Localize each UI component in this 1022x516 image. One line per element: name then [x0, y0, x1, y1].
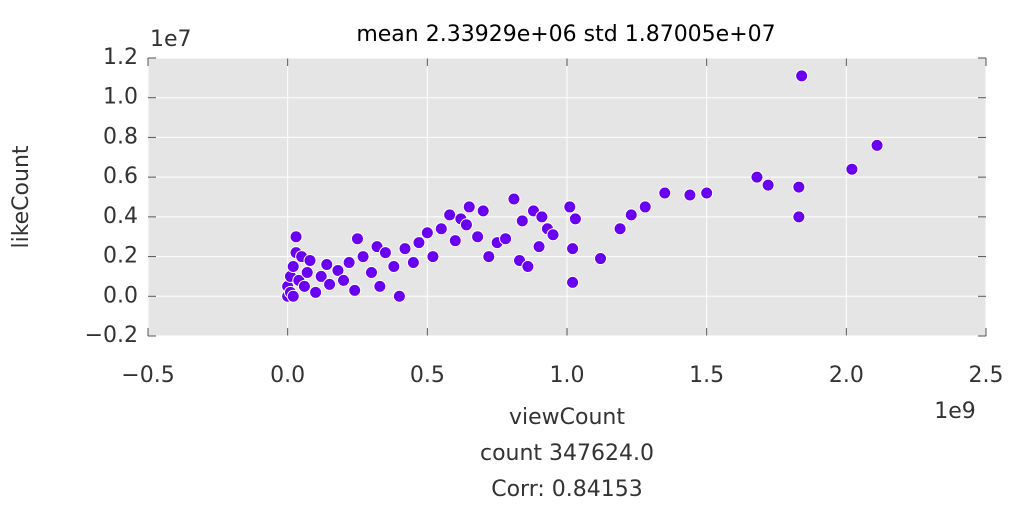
point	[331, 263, 345, 277]
point	[792, 180, 806, 194]
annotation: Corr: 0.84153	[491, 477, 643, 502]
point	[795, 69, 809, 83]
point	[297, 279, 311, 293]
y-tick-label: 0.0	[103, 283, 138, 308]
point	[373, 279, 387, 293]
point	[476, 204, 490, 218]
point	[638, 200, 652, 214]
point	[870, 138, 884, 152]
y-tick-label: 1.0	[103, 85, 138, 110]
y-tick-label: −0.2	[85, 323, 138, 348]
point	[398, 242, 412, 256]
point	[613, 222, 627, 236]
point	[532, 240, 546, 254]
point	[434, 222, 448, 236]
point	[792, 210, 806, 224]
x-axis-label: viewCount	[509, 405, 625, 430]
point	[348, 283, 362, 297]
y-tick-label: 0.2	[103, 244, 138, 269]
point	[700, 186, 714, 200]
x-tick-label: 2.5	[969, 363, 1004, 388]
point	[568, 212, 582, 226]
x-tick-label: −0.5	[121, 363, 174, 388]
point	[392, 289, 406, 303]
point	[406, 256, 420, 270]
point	[471, 230, 485, 244]
point	[337, 273, 351, 287]
y-offset-label: 1e7	[150, 27, 192, 52]
point	[426, 250, 440, 264]
point	[443, 208, 457, 222]
y-tick-label: 0.4	[103, 204, 138, 229]
y-tick-label: 1.2	[103, 45, 138, 70]
point	[594, 252, 608, 266]
point	[303, 254, 317, 268]
point	[546, 228, 560, 242]
point	[761, 178, 775, 192]
point	[378, 246, 392, 260]
point	[499, 232, 513, 246]
point	[750, 170, 764, 184]
point	[448, 234, 462, 248]
x-tick-label: 0.0	[270, 363, 305, 388]
point	[566, 242, 580, 256]
point	[320, 258, 334, 272]
point	[356, 250, 370, 264]
point	[515, 214, 529, 228]
point	[286, 289, 300, 303]
x-tick-label: 1.5	[689, 363, 724, 388]
point	[420, 226, 434, 240]
point	[289, 230, 303, 244]
point	[314, 269, 328, 283]
point	[521, 260, 535, 273]
x-tick-label: 1.0	[550, 363, 585, 388]
point	[566, 275, 580, 289]
y-tick-label: 0.6	[103, 164, 138, 189]
x-offset-label: 1e9	[934, 399, 976, 424]
point	[462, 200, 476, 214]
chart-title: mean 2.33929e+06 std 1.87005e+07	[356, 22, 775, 47]
point	[459, 218, 473, 232]
annotation: count 347624.0	[480, 441, 654, 466]
point	[482, 250, 496, 264]
y-tick-label: 0.8	[103, 124, 138, 149]
point	[351, 232, 364, 246]
point	[342, 256, 356, 270]
point	[323, 277, 337, 291]
point	[563, 200, 577, 214]
y-axis-label: likeCount	[9, 145, 34, 248]
point	[309, 285, 323, 299]
point	[300, 265, 314, 279]
point	[683, 188, 697, 202]
point	[364, 265, 378, 279]
point	[535, 210, 549, 224]
point	[845, 162, 859, 176]
point	[387, 260, 401, 273]
x-tick-label: 0.5	[410, 363, 445, 388]
point	[624, 208, 638, 222]
point	[658, 186, 672, 200]
point	[412, 236, 426, 250]
point	[286, 260, 300, 273]
x-tick-label: 2.0	[829, 363, 864, 388]
point	[507, 192, 521, 206]
